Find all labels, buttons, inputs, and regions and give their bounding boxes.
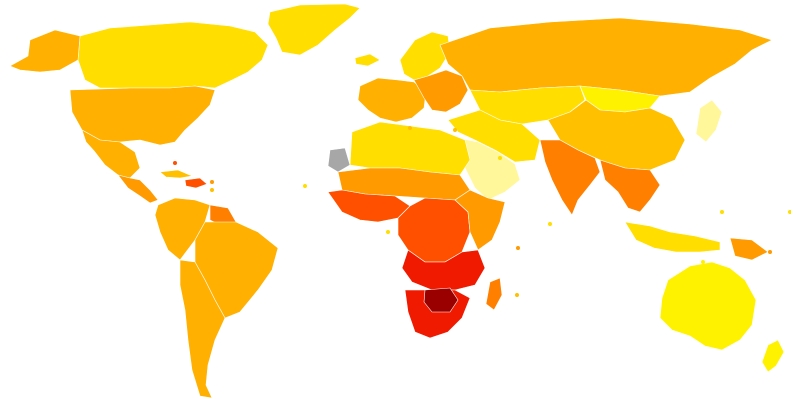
region-western-europe[interactable] [357,77,427,123]
region-alaska[interactable] [9,29,81,73]
island-dot[interactable] [516,246,520,250]
region-new-zealand[interactable] [761,339,785,373]
island-dot[interactable] [720,210,724,214]
island-dot[interactable] [408,126,412,130]
region-japan[interactable] [695,99,723,143]
region-western-sahara[interactable] [327,147,351,173]
island-dot[interactable] [453,128,457,132]
region-north-africa[interactable] [349,121,471,176]
region-cuba[interactable] [159,169,193,179]
region-india[interactable] [539,139,601,216]
region-papua[interactable] [729,237,769,261]
region-botswana-zimbabwe[interactable] [423,287,459,313]
region-madagascar[interactable] [485,277,503,311]
island-dot[interactable] [498,156,502,160]
region-canada[interactable] [77,21,269,89]
region-middle-east[interactable] [447,109,541,163]
region-east-africa[interactable] [454,189,506,251]
region-central-america[interactable] [117,174,159,204]
region-australia[interactable] [659,261,757,351]
region-hispaniola[interactable] [184,177,208,189]
island-dot[interactable] [548,222,552,226]
island-dot[interactable] [303,184,307,188]
region-central-africa[interactable] [397,197,471,263]
region-southeast-asia[interactable] [599,159,661,213]
island-dot[interactable] [768,250,772,254]
island-dot[interactable] [173,161,177,165]
region-eastern-europe[interactable] [413,69,469,113]
region-south-america-south[interactable] [179,259,226,399]
region-southern-central-africa[interactable] [401,249,486,291]
island-dot[interactable] [210,188,214,192]
region-scandinavia[interactable] [399,31,451,81]
island-dot[interactable] [386,230,390,234]
island-markers [173,126,791,297]
island-dot[interactable] [210,180,214,184]
island-dot[interactable] [788,210,791,214]
region-iceland[interactable] [354,53,381,67]
region-greenland[interactable] [267,3,361,56]
region-indonesia[interactable] [624,221,721,253]
island-dot[interactable] [515,293,519,297]
region-russia[interactable] [439,17,773,97]
island-dot[interactable] [701,260,705,264]
